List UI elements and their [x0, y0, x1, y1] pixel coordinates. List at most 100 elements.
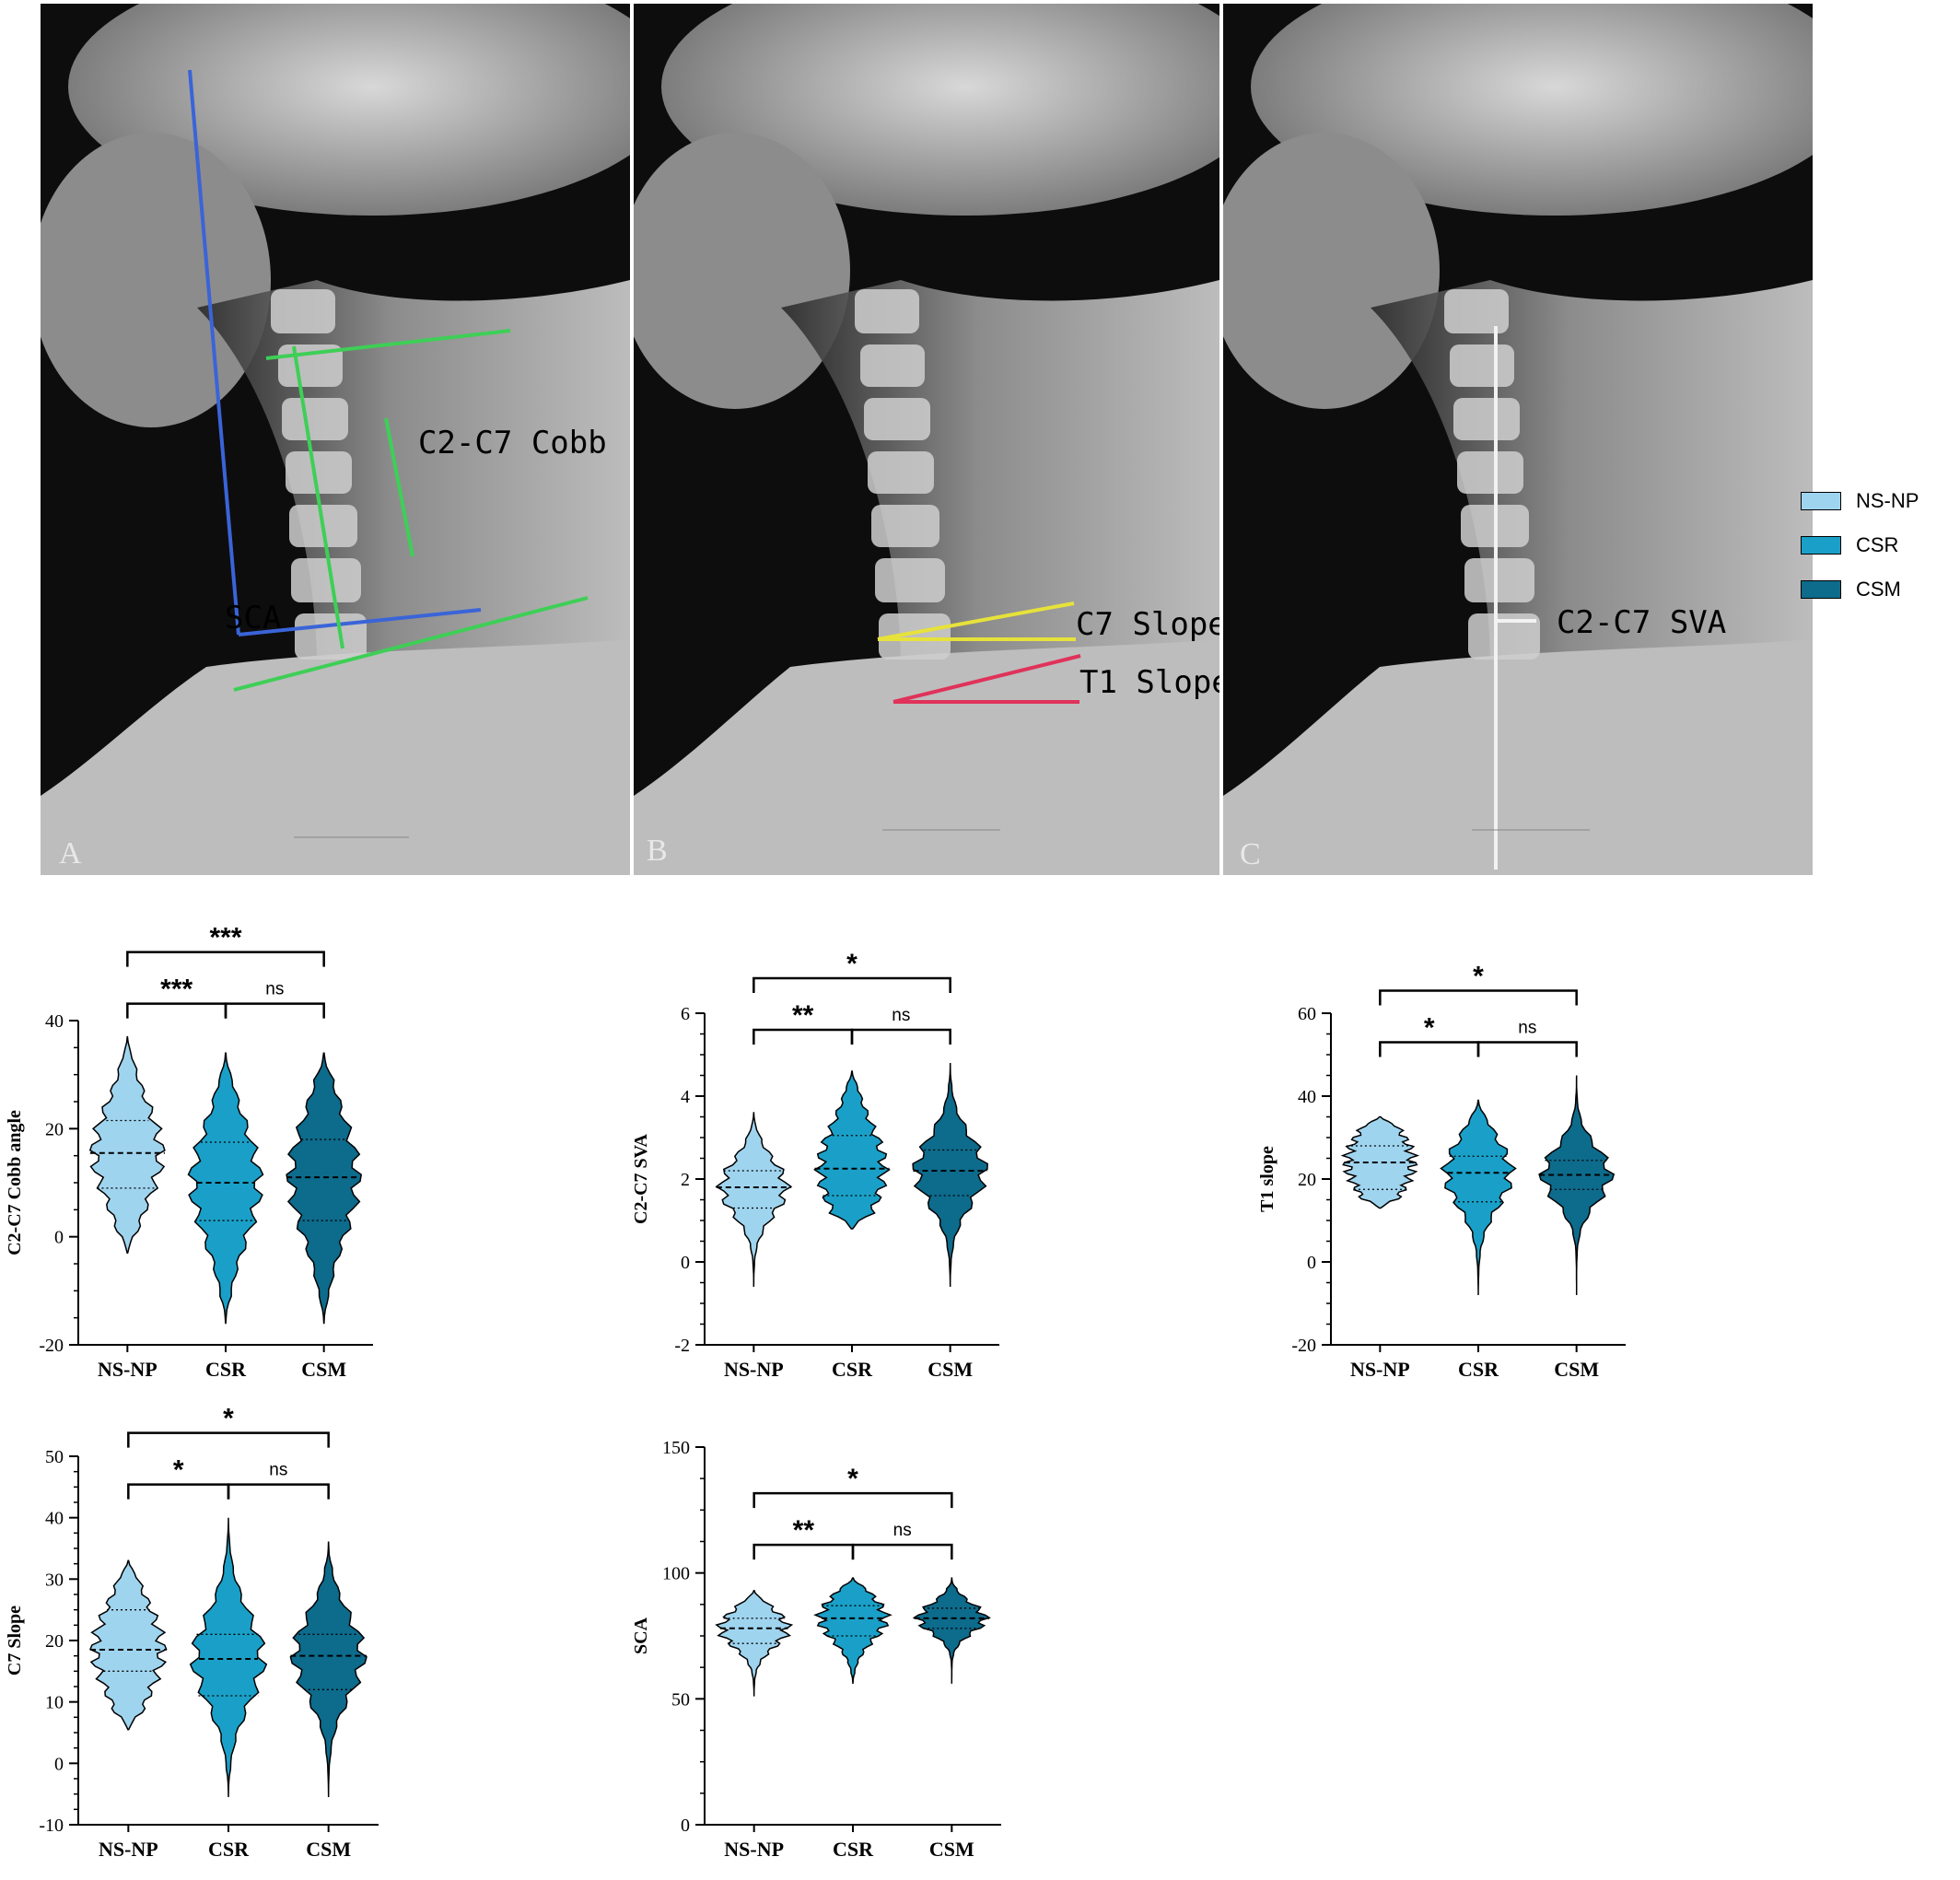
y-tick-label: -20	[1291, 1336, 1316, 1356]
significance-bracket	[850, 1028, 951, 1045]
chart-cobb-angle: -20 0 20 40 C2-C7 Cobb angle NS-NP CSR CSM *** **…	[0, 921, 571, 1400]
significance-stars: *	[847, 1464, 858, 1494]
y-tick-label: 0	[54, 1228, 64, 1248]
violin-csr	[813, 1070, 891, 1230]
y-axis-label: C2-C7 Cobb angle	[5, 1110, 25, 1255]
x-tick-label: NS-NP	[724, 1838, 784, 1861]
x-tick-label: NS-NP	[1350, 1358, 1410, 1381]
y-tick-label: 60	[1298, 1004, 1316, 1024]
x-tick-label: CSR	[205, 1358, 247, 1381]
xray-label-t1-slope: T1 Slope	[1079, 664, 1219, 701]
chart-c7-slope: -10 0 10 20 30 40 50 C7 Slope NS-NP CSR CSM * * ns	[0, 1404, 571, 1880]
swatch-dark-blue	[1801, 580, 1841, 599]
violin-ns-np	[89, 1559, 168, 1731]
y-tick-label: 50	[671, 1689, 690, 1710]
significance-stars: *	[173, 1455, 184, 1486]
significance-label-ns: ns	[1518, 1019, 1536, 1038]
significance-stars: *	[1473, 962, 1484, 992]
significance-stars: **	[792, 1000, 814, 1031]
x-tick-label: NS-NP	[724, 1358, 784, 1381]
significance-bracket	[752, 1543, 855, 1560]
xray-image-b: C7 Slope T1 Slope B	[634, 4, 1219, 875]
x-tick-label: CSR	[832, 1358, 873, 1381]
significance-bracket	[227, 1483, 330, 1500]
xray-label-c7-slope: C7 Slope	[1076, 606, 1219, 643]
legend-label: CSM	[1856, 578, 1901, 601]
y-tick-label: 4	[681, 1087, 690, 1107]
violin-ns-np	[715, 1590, 794, 1697]
significance-bracket	[126, 951, 325, 967]
y-tick-label: -20	[39, 1336, 64, 1356]
significance-bracket	[752, 1028, 854, 1045]
y-tick-label: 2	[681, 1170, 690, 1190]
y-tick-label: 0	[681, 1816, 690, 1836]
x-tick-label: NS-NP	[98, 1358, 158, 1381]
violin-csm	[912, 1577, 991, 1684]
y-tick-label: -2	[674, 1336, 690, 1356]
xray-label-sva: C2-C7 SVA	[1557, 604, 1726, 641]
y-axis-label: T1 slope	[1257, 1146, 1278, 1212]
violin-ns-np	[715, 1112, 793, 1288]
y-axis-label: C7 Slope	[5, 1606, 25, 1676]
xray-panel-b: C7 Slope T1 Slope B	[634, 4, 1219, 875]
y-axis-label: C2-C7 SVA	[631, 1133, 651, 1224]
significance-stars: **	[793, 1515, 815, 1546]
y-tick-label: 150	[662, 1438, 690, 1458]
y-axis-label: SCA	[631, 1617, 651, 1654]
legend-label: NS-NP	[1856, 489, 1919, 512]
y-tick-label: 20	[45, 1631, 64, 1652]
y-tick-label: 100	[662, 1564, 690, 1584]
violin-plot: -10 0 10 20 30 40 50 C7 Slope NS-NP CSR CSM * * ns	[5, 1404, 379, 1861]
x-tick-label: CSR	[1458, 1358, 1499, 1381]
y-tick-label: 6	[681, 1004, 690, 1024]
significance-label-ns: ns	[892, 1006, 910, 1025]
y-tick-label: 0	[681, 1253, 690, 1273]
significance-bracket	[127, 1431, 330, 1448]
x-tick-label: CSR	[208, 1838, 250, 1861]
violin-csr	[187, 1052, 264, 1325]
y-tick-label: 40	[45, 1011, 64, 1032]
significance-bracket	[126, 1002, 228, 1019]
significance-bracket	[1476, 1041, 1578, 1057]
significance-stars: *	[1424, 1013, 1435, 1044]
x-tick-label: CSM	[928, 1358, 973, 1381]
violin-csm	[289, 1541, 368, 1798]
violin-csr	[189, 1517, 268, 1798]
chart-sva: -2 0 2 4 6 C2-C7 SVA NS-NP CSR CSM * ** ns	[626, 940, 1197, 1400]
y-tick-label: 20	[45, 1119, 64, 1139]
legend-item-csm: CSM	[1801, 567, 1957, 612]
y-tick-label: 10	[45, 1693, 64, 1713]
x-tick-label: CSM	[301, 1358, 346, 1381]
violin-csm	[1538, 1075, 1616, 1295]
y-tick-label: -10	[39, 1816, 64, 1836]
xray-panel-a: C2-C7 Cobb SCA A	[41, 4, 630, 875]
violin-ns-np	[1340, 1115, 1420, 1209]
significance-bracket	[851, 1543, 953, 1560]
panel-letter-c: C	[1240, 837, 1261, 871]
significance-label-ns: ns	[265, 980, 284, 999]
x-tick-label: CSM	[1554, 1358, 1599, 1381]
panel-letter-b: B	[647, 834, 668, 868]
y-tick-label: 40	[45, 1509, 64, 1529]
significance-bracket	[752, 976, 951, 993]
xray-image-a: C2-C7 Cobb SCA A	[41, 4, 630, 875]
significance-label-ns: ns	[269, 1461, 287, 1480]
legend-item-ns-np: NS-NP	[1801, 479, 1957, 523]
xray-label-cobb: C2-C7 Cobb	[418, 425, 607, 461]
legend-item-csr: CSR	[1801, 523, 1957, 567]
y-tick-label: 0	[54, 1754, 64, 1774]
legend: NS-NP CSR CSM	[1801, 479, 1957, 612]
y-tick-label: 40	[1298, 1087, 1316, 1107]
swatch-medium-blue	[1801, 536, 1841, 555]
significance-stars: ***	[160, 975, 192, 1005]
violin-plot: -20 0 20 40 60 T1 slope NS-NP CSR CSM * * ns	[1257, 962, 1626, 1381]
chart-t1-slope: -20 0 20 40 60 T1 slope NS-NP CSR CSM * * ns	[1253, 958, 1824, 1400]
significance-label-ns: ns	[893, 1521, 912, 1540]
x-tick-label: CSM	[306, 1838, 351, 1861]
y-tick-label: 30	[45, 1570, 64, 1590]
xray-panel-c: C2-C7 SVA C	[1223, 4, 1813, 875]
xray-image-c: C2-C7 SVA C	[1223, 4, 1813, 875]
y-tick-label: 20	[1298, 1170, 1316, 1190]
